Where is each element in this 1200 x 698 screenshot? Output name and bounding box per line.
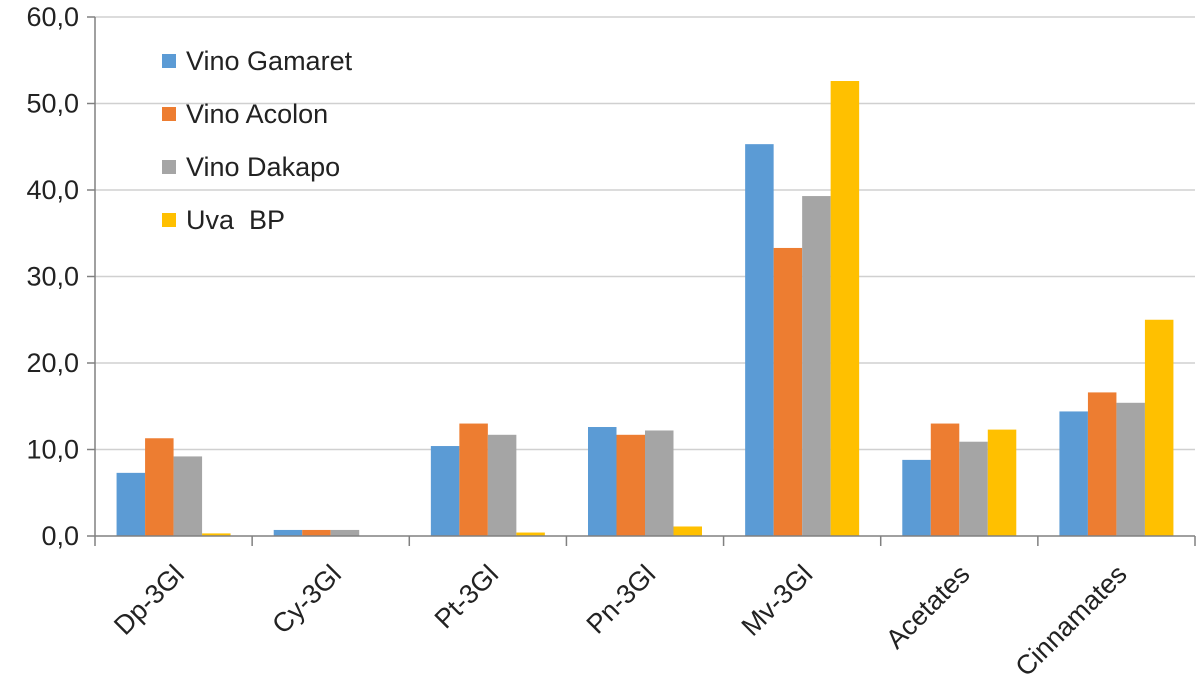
bar bbox=[930, 423, 960, 536]
x-tick-label: Pt-3Gl bbox=[429, 559, 504, 634]
bar bbox=[487, 434, 517, 536]
bar bbox=[1059, 411, 1088, 536]
bars bbox=[116, 81, 1174, 536]
legend-label: Vino Dakapo bbox=[186, 152, 340, 182]
legend-swatch bbox=[162, 160, 176, 174]
legend-swatch bbox=[162, 107, 176, 121]
bar bbox=[1116, 402, 1145, 536]
bar bbox=[173, 456, 203, 536]
legend: Vino Gamaret Vino Acolon Vino Dakapo Uva BP bbox=[162, 46, 353, 235]
legend-label: Uva BP bbox=[186, 205, 285, 235]
axes bbox=[87, 16, 1196, 546]
x-tick-label: Dp-3Gl bbox=[108, 559, 190, 641]
legend-swatch bbox=[162, 213, 176, 227]
y-tick-label: 50,0 bbox=[26, 89, 79, 119]
x-tick-label: Cy-3Gl bbox=[266, 559, 347, 640]
bar bbox=[302, 529, 331, 536]
bar bbox=[773, 247, 803, 536]
bar bbox=[959, 441, 988, 536]
bar bbox=[645, 430, 674, 536]
bar bbox=[830, 81, 860, 536]
bar bbox=[116, 472, 146, 536]
bar bbox=[902, 459, 931, 536]
y-tick-label: 0,0 bbox=[41, 521, 79, 551]
x-tick-label: Cinnamates bbox=[1010, 559, 1133, 682]
bar bbox=[802, 196, 831, 536]
bar bbox=[202, 533, 231, 536]
x-tick-label: Mv-3Gl bbox=[736, 559, 819, 642]
bar bbox=[516, 532, 545, 536]
y-tick-labels: 0,0 10,0 20,0 30,0 40,0 50,0 60,0 bbox=[26, 2, 79, 551]
x-tick-label: Pn-3Gl bbox=[581, 559, 662, 640]
bar bbox=[745, 144, 774, 536]
bar bbox=[616, 434, 645, 536]
legend-label: Vino Gamaret bbox=[186, 46, 353, 76]
y-tick-label: 10,0 bbox=[26, 435, 79, 465]
y-tick-label: 20,0 bbox=[26, 348, 79, 378]
x-tick-label: Acetates bbox=[880, 559, 976, 655]
y-tick-label: 40,0 bbox=[26, 175, 79, 205]
bar bbox=[588, 427, 617, 536]
y-tick-label: 60,0 bbox=[26, 2, 79, 32]
bar bbox=[987, 429, 1017, 536]
bar bbox=[430, 446, 460, 536]
bar bbox=[673, 526, 702, 536]
bar bbox=[1144, 319, 1174, 536]
legend-swatch bbox=[162, 54, 176, 68]
bar bbox=[459, 423, 488, 536]
bar bbox=[145, 438, 174, 536]
bar bbox=[273, 529, 303, 536]
bar bbox=[1087, 392, 1117, 536]
bar bbox=[330, 529, 360, 536]
y-tick-label: 30,0 bbox=[26, 262, 79, 292]
x-tick-labels: Dp-3Gl Cy-3Gl Pt-3Gl Pn-3Gl Mv-3Gl Acetates Ci… bbox=[108, 559, 1133, 682]
legend-label: Vino Acolon bbox=[186, 99, 328, 129]
